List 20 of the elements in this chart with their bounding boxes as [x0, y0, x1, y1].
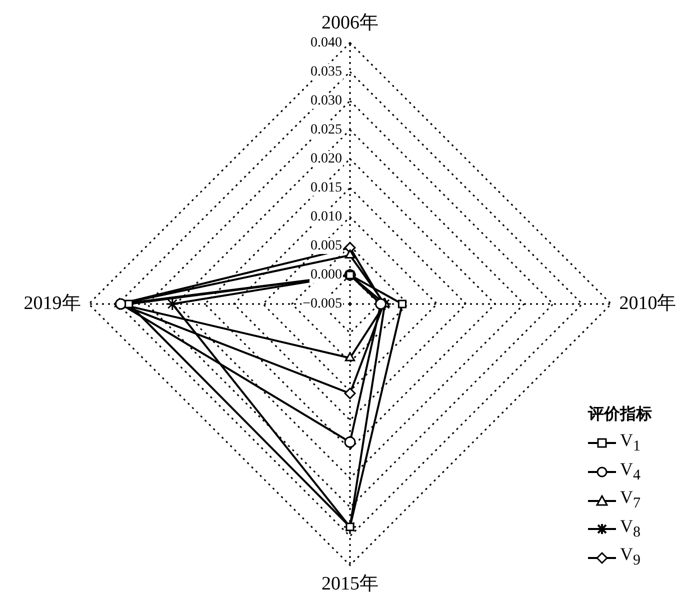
y-tick-label: 0.030 [310, 94, 342, 109]
spoke-label: 2006年 [322, 12, 378, 34]
y-tick-label: 0.015 [310, 180, 342, 196]
spoke-label: 2019年 [24, 292, 81, 314]
y-tick-label: 0.000 [310, 268, 342, 283]
y-tick-label: 0.025 [310, 122, 342, 138]
spoke-label: 2010年 [619, 292, 676, 314]
legend-title: 评价指标 [588, 404, 652, 426]
y-tick-label: 0.020 [310, 152, 342, 167]
y-tick-label: 0.040 [310, 35, 342, 50]
legend-label: V$_{1}$ [620, 429, 640, 457]
legend-label: V$_{4}$ [620, 458, 640, 486]
legend-label: V$_{9}$ [620, 543, 640, 571]
y-tick-label: −0.005 [302, 296, 342, 312]
spoke-label: 2015年 [322, 574, 378, 595]
legend-label: V$_{8}$ [620, 514, 640, 542]
y-tick-label: 0.005 [310, 238, 342, 254]
y-tick-label: 0.010 [310, 210, 342, 225]
y-tick-label: 0.035 [310, 64, 342, 80]
legend-label: V$_{7}$ [620, 486, 640, 514]
